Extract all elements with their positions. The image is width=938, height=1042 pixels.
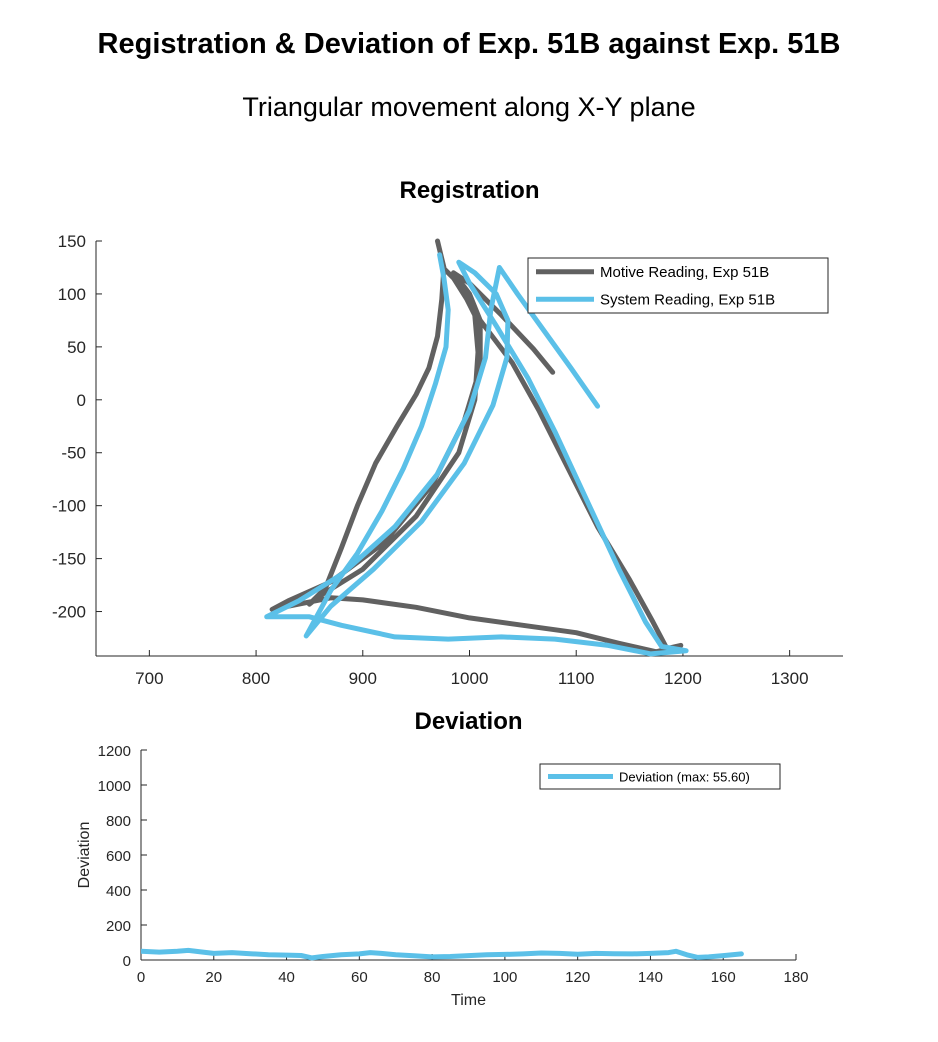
registration-legend-box (527, 257, 829, 314)
deviation-x-tick-label: 120 (565, 969, 590, 986)
deviation-legend-label: Deviation (max: 55.60) (619, 770, 750, 785)
deviation-x-tick-label: 100 (492, 969, 517, 986)
registration-chart-title: Registration (399, 177, 539, 204)
registration-x-tick-label: 900 (349, 669, 377, 688)
deviation-y-tick-label: 600 (106, 848, 131, 865)
deviation-y-tick-label: 1200 (98, 743, 131, 760)
deviation-x-tick-label: 60 (351, 969, 368, 986)
registration-y-tick-label: -100 (52, 497, 86, 516)
deviation-x-tick-label: 0 (137, 969, 145, 986)
registration-y-tick-label: -50 (61, 444, 86, 463)
registration-y-tick-label: -150 (52, 550, 86, 569)
registration-y-tick-label: 50 (67, 338, 86, 357)
registration-x-tick-label: 700 (135, 669, 163, 688)
registration-y-tick-label: -200 (52, 603, 86, 622)
registration-x-tick-label: 1100 (558, 669, 595, 688)
registration-y-tick-label: 150 (58, 232, 86, 251)
deviation-x-tick-label: 40 (278, 969, 295, 986)
registration-legend-label: System Reading, Exp 51B (600, 291, 775, 308)
registration-x-tick-label: 1000 (451, 669, 489, 688)
registration-y-tick-label: 100 (58, 285, 86, 304)
deviation-x-tick-label: 140 (638, 969, 663, 986)
deviation-y-tick-label: 800 (106, 813, 131, 830)
page-subtitle: Triangular movement along X-Y plane (242, 92, 696, 122)
page-title: Registration & Deviation of Exp. 51B aga… (97, 28, 841, 60)
deviation-y-tick-label: 1000 (98, 778, 131, 795)
registration-x-tick-label: 800 (242, 669, 270, 688)
deviation-series-line-1 (141, 947, 744, 961)
registration-y-tick-label: 0 (77, 391, 86, 410)
deviation-x-axis-label: Time (451, 992, 486, 1009)
deviation-x-tick-label: 20 (205, 969, 222, 986)
deviation-x-tick-label: 80 (424, 969, 441, 986)
registration-x-tick-label: 1300 (771, 669, 809, 688)
deviation-y-tick-label: 0 (123, 953, 131, 970)
registration-legend-label: Motive Reading, Exp 51B (600, 264, 769, 281)
deviation-y-tick-label: 400 (106, 883, 131, 900)
deviation-y-axis-label: Deviation (76, 822, 93, 889)
deviation-chart-title: Deviation (414, 708, 522, 735)
registration-x-tick-label: 1200 (664, 669, 702, 688)
deviation-x-tick-label: 180 (783, 969, 808, 986)
deviation-y-tick-label: 200 (106, 918, 131, 935)
registration-series-line-2 (264, 252, 689, 657)
deviation-x-tick-label: 160 (711, 969, 736, 986)
